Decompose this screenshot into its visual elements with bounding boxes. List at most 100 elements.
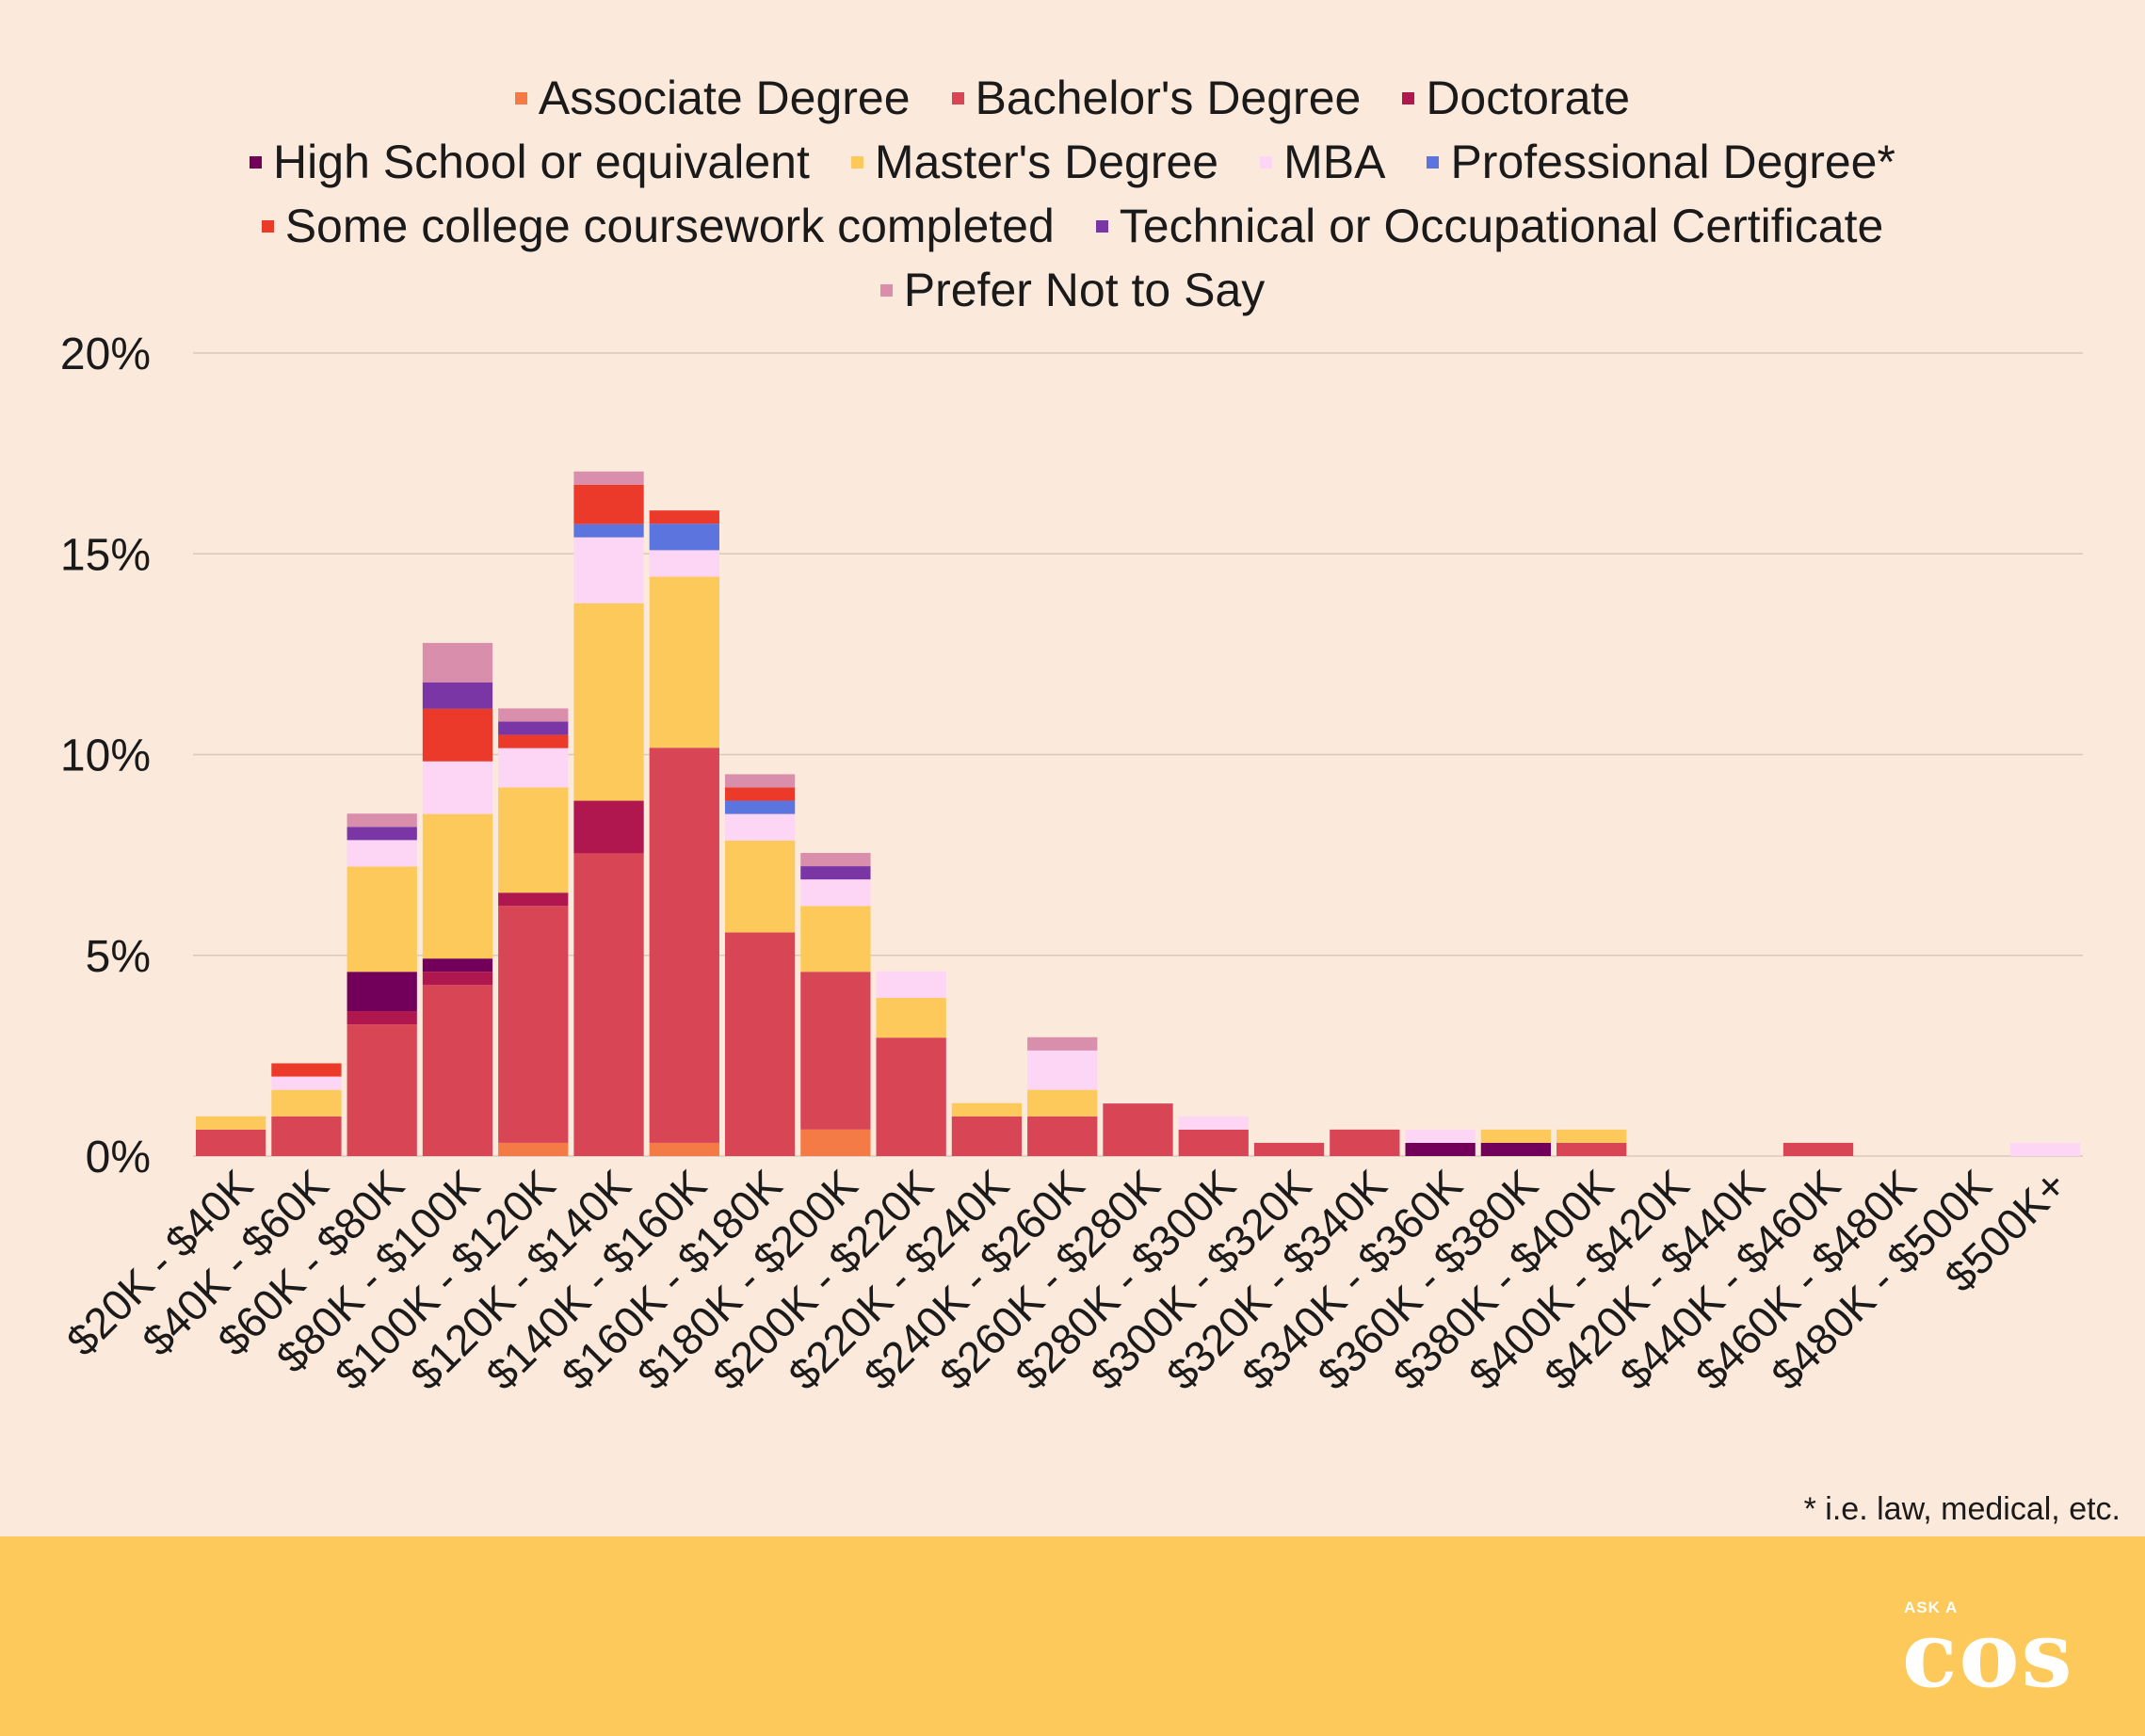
legend-label: Bachelor's Degree: [975, 72, 1362, 124]
legend-row-3: Some college coursework completed Techni…: [0, 194, 2145, 258]
bar-segment: [498, 734, 569, 748]
bar-segment: [800, 972, 871, 1130]
bar-segment: [1480, 1129, 1552, 1143]
bar-segment: [498, 787, 569, 893]
bar-segment: [724, 800, 796, 814]
bar-segment: [724, 813, 796, 841]
legend-label: High School or equivalent: [273, 136, 810, 188]
legend-label: Prefer Not to Say: [903, 264, 1266, 316]
bar-segment: [271, 1116, 342, 1156]
bar-segment: [422, 972, 493, 986]
bar-segment: [422, 682, 493, 709]
bar-segment: [1178, 1116, 1249, 1130]
bar-segment: [1480, 1142, 1552, 1156]
legend-swatch: [1260, 155, 1273, 169]
legend-item-associate: Associate Degree: [514, 71, 911, 125]
bar-segment: [498, 906, 569, 1143]
bar-segment: [649, 510, 719, 524]
bar-segment: [347, 1024, 417, 1156]
bar-segment: [951, 1116, 1023, 1156]
bar-segment: [347, 972, 417, 1012]
bar-segment: [800, 906, 871, 972]
bar-segment: [1253, 1142, 1325, 1156]
bar-segment: [951, 1102, 1023, 1117]
legend-swatch: [1402, 91, 1415, 104]
legend-item-some-college: Some college coursework completed: [261, 199, 1055, 253]
bar-segment: [649, 523, 719, 551]
bar-segment: [498, 892, 569, 907]
y-tick-label: 10%: [60, 731, 151, 781]
bar-segment: [347, 1011, 417, 1025]
legend-label: Professional Degree*: [1450, 136, 1895, 188]
bar-segment: [498, 747, 569, 788]
legend-item-technical: Technical or Occupational Certificate: [1095, 199, 1884, 253]
bar-segment: [1027, 1050, 1098, 1090]
legend-label: Technical or Occupational Certificate: [1119, 200, 1884, 252]
bar-segment: [800, 852, 871, 867]
legend-swatch: [261, 219, 274, 233]
footnote: * i.e. law, medical, etc.: [1803, 1491, 2121, 1527]
bar-segment: [800, 1129, 871, 1156]
bar-segment: [347, 813, 417, 828]
bar-segment: [573, 800, 644, 854]
legend-label: Doctorate: [1426, 72, 1631, 124]
bar-segment: [876, 971, 946, 998]
legend-swatch: [951, 91, 964, 104]
bar-segment: [649, 747, 719, 1143]
legend-label: MBA: [1283, 136, 1386, 188]
bar-segment: [271, 1076, 342, 1090]
bar-segment: [196, 1116, 266, 1130]
bar-segment: [422, 985, 493, 1156]
bar-segment: [724, 840, 796, 933]
bar-segment: [347, 827, 417, 841]
bar-segment: [573, 523, 644, 538]
legend-label: Associate Degree: [538, 72, 911, 124]
legend-item-bachelors: Bachelor's Degree: [951, 71, 1362, 125]
bar-segment: [573, 471, 644, 485]
bar-segment: [498, 1142, 569, 1156]
legend-swatch: [1095, 219, 1108, 233]
legend-row-4: Prefer Not to Say: [0, 258, 2145, 322]
legend-item-doctorate: Doctorate: [1402, 71, 1630, 125]
bar-segment: [876, 997, 946, 1038]
x-axis-ticks: $20K - $40K$40K - $60K$60K - $80K$80K - …: [57, 1160, 2076, 1399]
bar-segment: [800, 866, 871, 880]
bar-segment: [271, 1089, 342, 1117]
legend-row-1: Associate Degree Bachelor's Degree Docto…: [0, 66, 2145, 130]
stacked-bar-chart: 0% 5% 10% 15% 20% $20K - $40K$40K - $60K$60K…: [57, 330, 2083, 1399]
legend-label: Some college coursework completed: [284, 200, 1055, 252]
bar-segment: [347, 866, 417, 972]
bar-segment: [649, 576, 719, 748]
bar-segment: [876, 1037, 946, 1156]
bar-segment: [573, 603, 644, 801]
legend-row-2: High School or equivalent Master's Degre…: [0, 130, 2145, 194]
legend-swatch: [879, 283, 893, 297]
bar-segment: [724, 932, 796, 1156]
bar-segment: [724, 787, 796, 801]
bar-segment: [422, 813, 493, 959]
bar-segment: [271, 1063, 342, 1077]
footer-band: [0, 1536, 2145, 1736]
bar-segment: [498, 708, 569, 722]
bar-segment: [1556, 1129, 1627, 1143]
bar-segment: [573, 537, 644, 603]
bar-segment: [196, 1129, 266, 1156]
bar-segment: [1027, 1116, 1098, 1156]
legend-item-masters: Master's Degree: [850, 135, 1218, 189]
y-tick-label: 0%: [86, 1133, 151, 1182]
y-axis-ticks: 0% 5% 10% 15% 20%: [60, 330, 151, 1182]
bar-segment: [724, 774, 796, 788]
y-tick-label: 15%: [60, 530, 151, 580]
ask-a-cos-logo: ASK A cos: [1902, 1599, 2090, 1700]
bar-segment: [1027, 1037, 1098, 1051]
bar-segment: [422, 761, 493, 814]
bar-segment: [422, 642, 493, 683]
bar-segment: [573, 484, 644, 524]
y-tick-label: 5%: [86, 932, 151, 982]
bar-segment: [573, 853, 644, 1156]
bar-segment: [1782, 1142, 1854, 1156]
bar-segment: [1405, 1129, 1476, 1143]
bar-segment: [649, 1142, 719, 1156]
legend-swatch: [850, 155, 863, 169]
bar-segment: [649, 550, 719, 577]
